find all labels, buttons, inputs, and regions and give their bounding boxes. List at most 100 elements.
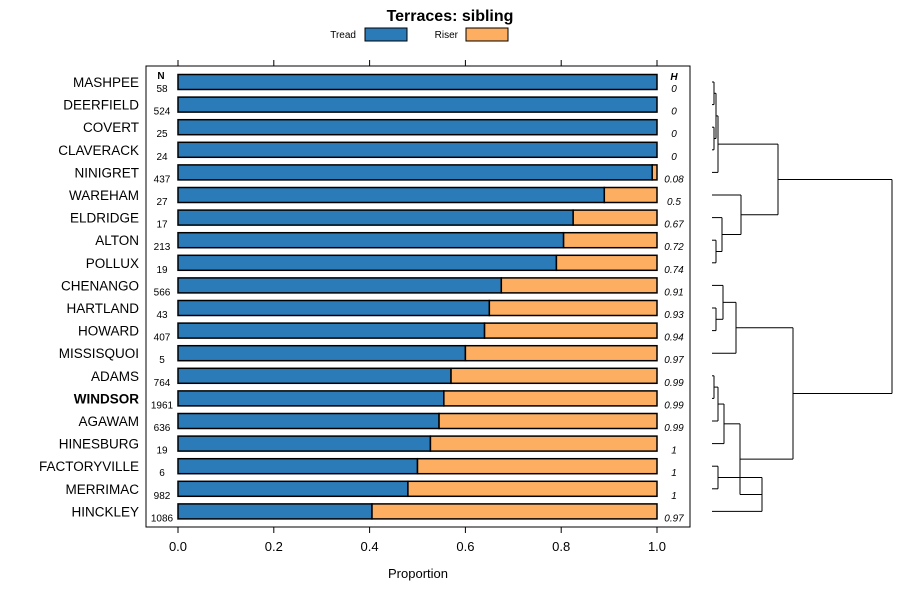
n-value: 6	[159, 468, 165, 479]
n-value: 407	[154, 333, 171, 344]
h-value: 0.74	[664, 265, 684, 276]
n-value: 566	[154, 287, 171, 298]
x-axis: 0.0 0.2 0.4 0.6 0.8 1.0	[169, 527, 666, 554]
bar-riser	[407, 480, 658, 498]
bar-riser	[416, 457, 658, 475]
n-value: 524	[154, 107, 171, 118]
category-label: DEERFIELD	[63, 98, 139, 113]
n-column-header: N	[157, 71, 164, 82]
legend: Tread Riser	[330, 27, 509, 42]
n-value: 1961	[151, 400, 174, 411]
h-value: 0	[671, 84, 677, 95]
n-value: 19	[156, 265, 168, 276]
category-label: CHENANGO	[61, 278, 139, 293]
bar-tread	[177, 186, 606, 204]
bar-tread	[177, 231, 565, 249]
bar-tread	[177, 277, 503, 294]
h-value: 0.99	[664, 423, 684, 434]
h-value: 0	[671, 107, 677, 118]
category-label: ALTON	[95, 233, 139, 248]
x-axis-label: Proportion	[388, 566, 448, 581]
h-value: 0.08	[664, 174, 684, 185]
category-label: POLLUX	[86, 256, 139, 271]
bar-riser	[450, 367, 658, 385]
n-value: 213	[154, 242, 171, 253]
h-value: 0	[671, 129, 677, 140]
legend-swatch-tread	[364, 27, 408, 42]
n-value: 982	[154, 491, 171, 502]
category-label: AGAWAM	[79, 414, 140, 429]
category-label: ELDRIDGE	[70, 211, 139, 226]
bar-tread	[177, 141, 658, 159]
n-value: 636	[154, 423, 171, 434]
x-tick-label: 0.6	[456, 539, 474, 554]
h-value: 0.91	[664, 287, 683, 298]
bar-tread	[177, 412, 440, 430]
category-label: MISSISQUOI	[59, 346, 139, 361]
bar-tread	[177, 322, 486, 339]
n-value: 43	[156, 310, 168, 321]
category-label: MASHPEE	[73, 75, 139, 90]
dendrogram	[712, 81, 893, 512]
bar-tread	[177, 435, 432, 452]
h-value: 1	[671, 491, 677, 502]
bar-riser	[438, 412, 658, 430]
legend-label-tread: Tread	[330, 30, 356, 41]
h-value: 0.97	[664, 355, 684, 366]
bar-riser	[572, 209, 658, 226]
category-label: WINDSOR	[74, 391, 139, 406]
h-value: 1	[671, 446, 677, 457]
category-label: HARTLAND	[66, 301, 139, 316]
top-axis-ticks	[177, 60, 658, 66]
category-label: HINCKLEY	[71, 504, 139, 519]
n-value: 27	[156, 197, 168, 208]
bar-tread	[177, 96, 658, 113]
h-value: 1	[671, 468, 677, 479]
n-value: 5	[159, 355, 165, 366]
bar-tread	[177, 299, 491, 317]
bar-tread	[177, 209, 574, 226]
category-label: CLAVERACK	[58, 143, 139, 158]
chart-title: Terraces: sibling	[387, 8, 514, 25]
bar-tread	[177, 73, 658, 91]
h-value: 0.97	[664, 513, 684, 524]
bar-riser	[371, 503, 658, 520]
n-value: 1086	[151, 513, 174, 524]
bar-riser	[483, 322, 658, 339]
category-label: MERRIMAC	[66, 482, 140, 497]
bar-riser	[562, 231, 658, 249]
bar-tread	[177, 367, 452, 385]
h-value: 0.99	[664, 400, 684, 411]
category-label: WAREHAM	[69, 188, 139, 203]
bar-tread	[177, 254, 558, 272]
x-tick-label: 0.8	[552, 539, 570, 554]
legend-swatch-riser	[465, 27, 509, 42]
bar-riser	[429, 435, 658, 452]
h-value: 0	[671, 152, 677, 163]
h-value: 0.67	[664, 220, 684, 231]
bar-riser	[603, 186, 658, 204]
bars	[177, 73, 658, 520]
n-value: 764	[154, 378, 171, 389]
bar-riser	[443, 390, 658, 407]
bar-tread	[177, 118, 658, 136]
n-value: 437	[154, 174, 171, 185]
category-label: FACTORYVILLE	[39, 459, 139, 474]
h-value: 0.93	[664, 310, 684, 321]
bar-tread	[177, 164, 653, 181]
x-tick-label: 0.0	[169, 539, 187, 554]
bar-riser	[488, 299, 658, 317]
h-value: 0.72	[664, 242, 684, 253]
x-tick-label: 0.2	[265, 539, 283, 554]
n-value: 25	[156, 129, 168, 140]
bar-tread	[177, 344, 467, 362]
x-tick-label: 1.0	[648, 539, 666, 554]
n-value: 24	[156, 152, 168, 163]
bar-riser	[464, 344, 658, 362]
bar-riser	[651, 164, 658, 181]
bar-riser	[500, 277, 658, 294]
category-label: COVERT	[83, 120, 139, 135]
n-value: 58	[156, 84, 168, 95]
